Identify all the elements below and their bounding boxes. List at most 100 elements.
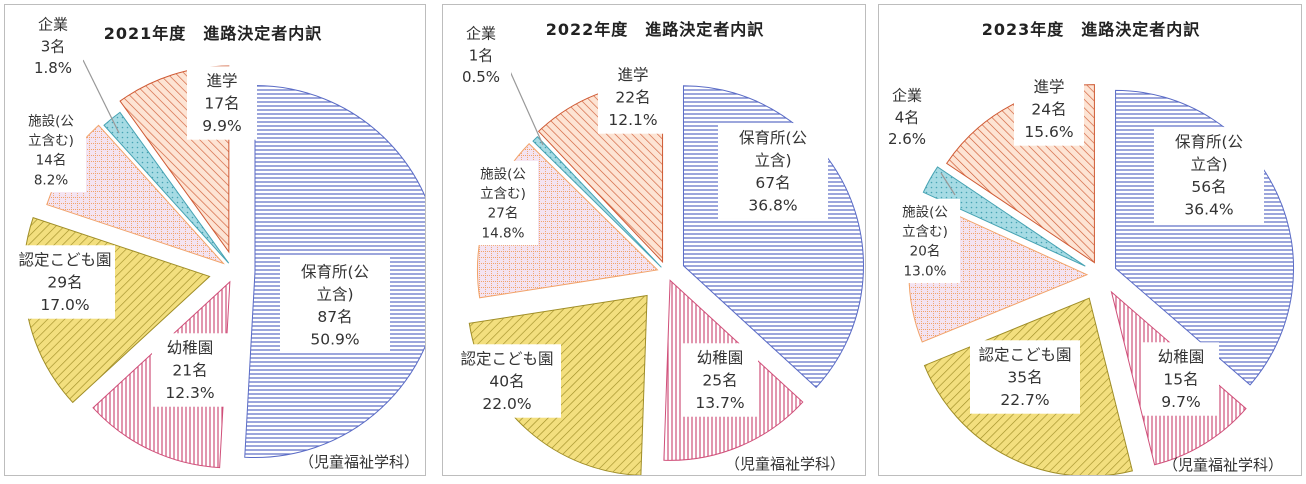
slice-name: 施設(公: [28, 114, 74, 130]
slice-percent: 1.8%: [34, 59, 72, 77]
slice-percent: 36.4%: [1184, 200, 1233, 218]
slice-label-進学: 進学 17名 9.9%: [187, 66, 257, 140]
slice-percent: 15.6%: [1024, 123, 1073, 141]
chart-title: 2021年度 進路決定者内訳: [104, 24, 323, 43]
leader-line: [508, 68, 544, 146]
slice-percent: 36.8%: [748, 196, 797, 214]
slice-label-企業: 企業 4名 2.6%: [882, 81, 932, 153]
slice-name: 進学: [206, 72, 237, 90]
slice-label-保育所: 保育所(公立含) 67名 36.8%: [718, 123, 828, 219]
slice-label-進学: 進学 24名 15.6%: [1014, 72, 1084, 146]
slice-name: 保育所(公: [1175, 133, 1243, 151]
label-background: [1143, 342, 1219, 416]
slice-count: 4名: [895, 108, 920, 126]
slice-name: 立含): [316, 285, 353, 303]
slice-label-認定こども園: 認定こども園 35名 22.7%: [970, 340, 1080, 414]
slice-name: 施設(公: [480, 167, 526, 183]
label-background: [152, 333, 228, 407]
label-background: [890, 198, 960, 284]
pie-chart-2021: 2021年度 進路決定者内訳 （児童福祉学科） 保育所(公立含) 87名 50.9%…: [15, 10, 425, 471]
slice-name: 進学: [617, 66, 648, 84]
slice-percent: 50.9%: [310, 330, 359, 348]
label-background: [682, 343, 758, 417]
label-background: [718, 123, 828, 219]
slice-count: 35名: [1007, 369, 1042, 387]
slice-name: 幼稚園: [1158, 348, 1205, 366]
slice-percent: 22.0%: [482, 395, 531, 413]
slice-name: 企業: [892, 87, 922, 105]
slice-name: 保育所(公: [739, 129, 807, 147]
slice-label-幼稚園: 幼稚園 21名 12.3%: [152, 333, 228, 407]
label-background: [970, 340, 1080, 414]
slice-label-幼稚園: 幼稚園 15名 9.7%: [1143, 342, 1219, 416]
slice-percent: 8.2%: [34, 172, 68, 188]
slice-count: 14名: [36, 153, 67, 169]
slice-count: 40名: [489, 373, 524, 391]
label-background: [451, 19, 511, 91]
leader-line: [82, 59, 120, 134]
slice-count: 15名: [1163, 371, 1198, 389]
slice-name: 進学: [1033, 78, 1064, 96]
slice-name: 企業: [466, 25, 496, 43]
slice-percent: 13.0%: [904, 263, 947, 279]
chart-footer: （児童福祉学科）: [725, 455, 845, 473]
slice-name: 認定こども園: [460, 350, 553, 368]
slice-label-進学: 進学 22名 12.1%: [598, 60, 668, 134]
slice-count: 24名: [1031, 101, 1066, 119]
chart-footer: （児童福祉学科）: [299, 453, 419, 471]
slice-percent: 9.7%: [1161, 393, 1200, 411]
slice-label-幼稚園: 幼稚園 25名 13.7%: [682, 343, 758, 417]
slice-name: 認定こども園: [978, 346, 1071, 364]
slice-percent: 12.3%: [165, 384, 214, 402]
slice-label-保育所: 保育所(公立含) 56名 36.4%: [1154, 127, 1264, 223]
slice-label-認定こども園: 認定こども園 40名 22.0%: [453, 344, 561, 418]
slice-count: 21名: [172, 362, 207, 380]
pie-slice-企業: [922, 166, 1086, 267]
pie-chart-2022: 2022年度 進路決定者内訳 （児童福祉学科） 保育所(公立含) 67名 36.8%…: [451, 19, 864, 475]
slice-name: 施設(公: [902, 205, 948, 221]
pie-slice-企業: [532, 136, 662, 268]
pie-chart-2023: 2023年度 進路決定者内訳 （児童福祉学科） 保育所(公立含) 56名 36.4%…: [882, 20, 1294, 475]
slice-name: 保育所(公: [301, 263, 369, 281]
slice-percent: 13.7%: [695, 394, 744, 412]
slice-percent: 22.7%: [1000, 391, 1049, 409]
slice-percent: 17.0%: [40, 296, 89, 314]
slice-name: 立含): [754, 151, 791, 169]
slice-count: 20名: [910, 244, 941, 260]
label-background: [187, 66, 257, 140]
label-background: [453, 344, 561, 418]
slice-count: 87名: [317, 308, 352, 326]
slice-count: 22名: [615, 89, 650, 107]
label-background: [882, 81, 932, 153]
slice-count: 3名: [41, 37, 66, 55]
slice-label-保育所: 保育所(公立含) 87名 50.9%: [280, 257, 390, 353]
slice-percent: 2.6%: [888, 130, 926, 148]
slice-count: 67名: [755, 174, 790, 192]
slice-name: 立含む): [902, 224, 948, 240]
slice-percent: 9.9%: [202, 117, 241, 135]
slice-count: 25名: [702, 372, 737, 390]
pie-panel-2022: 2022年度 進路決定者内訳 （児童福祉学科） 保育所(公 立含) 67名 36.8%…: [442, 4, 866, 476]
slice-label-企業: 企業 1名 0.5%: [451, 19, 511, 91]
label-background: [15, 245, 115, 319]
label-background: [280, 257, 390, 353]
chart-title: 2023年度 進路決定者内訳: [982, 20, 1201, 39]
slice-name: 幼稚園: [167, 339, 214, 357]
slice-name: 立含む): [28, 133, 74, 149]
slice-label-認定こども園: 認定こども園 29名 17.0%: [15, 245, 115, 319]
slice-name: 幼稚園: [697, 349, 744, 367]
slice-label-企業: 企業 3名 1.8%: [23, 10, 83, 82]
label-background: [1154, 127, 1264, 223]
slice-count: 29名: [47, 274, 82, 292]
slice-count: 27名: [488, 206, 519, 222]
slice-count: 17名: [204, 95, 239, 113]
slice-name: 立含): [1190, 155, 1227, 173]
label-background: [1014, 72, 1084, 146]
pie-panel-2023: 2023年度 進路決定者内訳 （児童福祉学科） 保育所(公 立含) 56名 36.4%…: [878, 4, 1302, 476]
pie-panel-2021: 2021年度 進路決定者内訳 （児童福祉学科） 保育所(公立含) 87名 50.9%…: [4, 4, 426, 476]
slice-percent: 14.8%: [482, 225, 525, 241]
label-background: [16, 107, 86, 193]
